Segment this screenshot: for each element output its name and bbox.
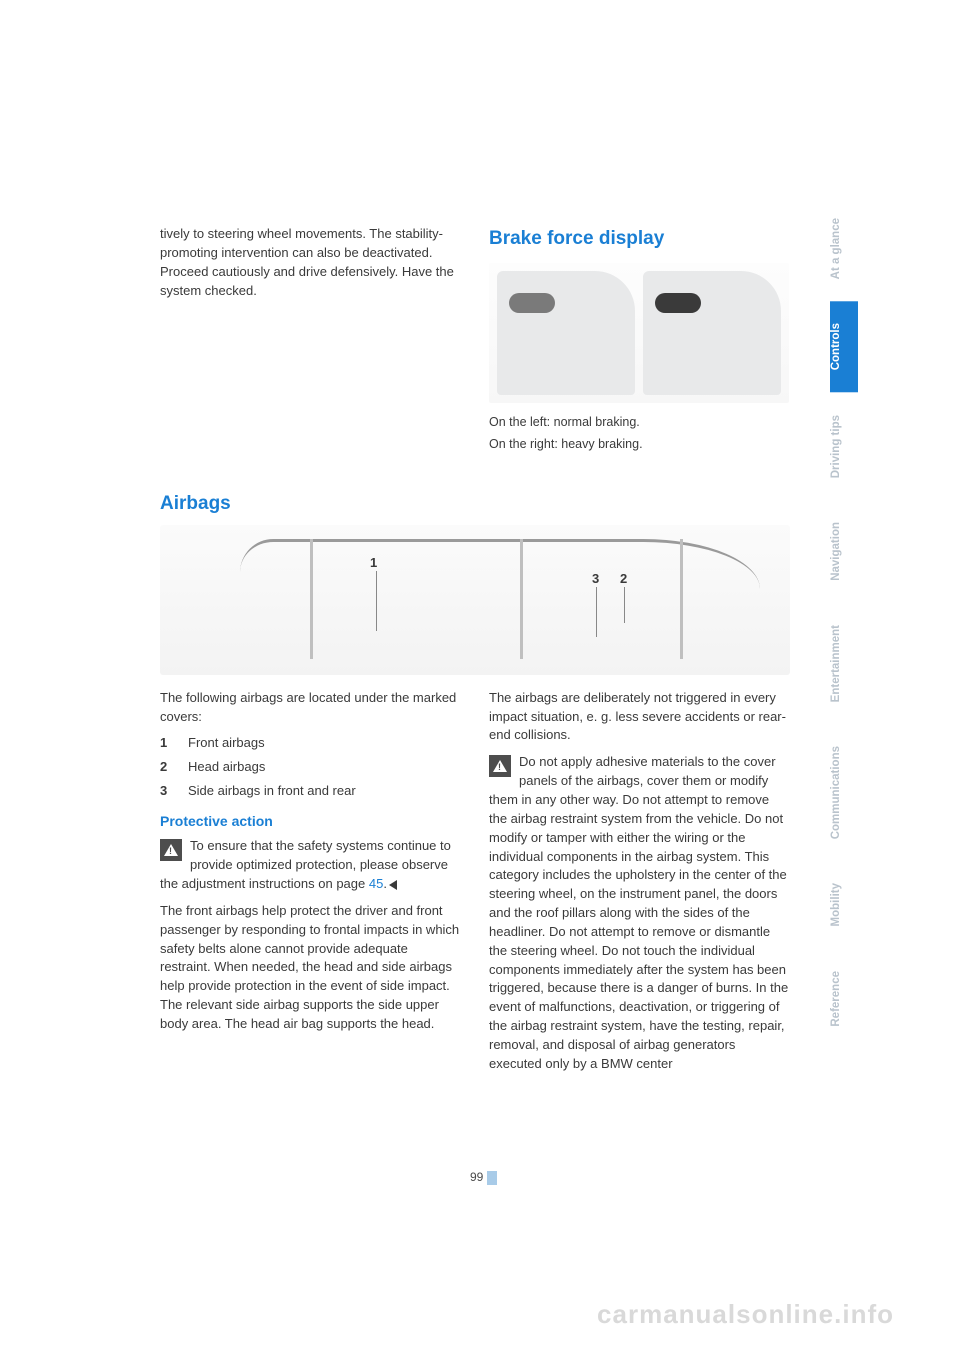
brake-caption-left: On the left: normal braking. — [489, 413, 790, 431]
list-item: 2 Head airbags — [160, 758, 461, 777]
taillight-heavy-icon — [655, 293, 701, 313]
list-num-1: 1 — [160, 734, 174, 753]
airbags-intro: The following airbags are located under … — [160, 689, 461, 727]
tab-reference[interactable]: Reference — [830, 949, 858, 1049]
end-mark-icon — [389, 880, 397, 890]
top-left-col: tively to steering wheel movements. The … — [160, 225, 461, 457]
list-label-2: Head airbags — [188, 758, 265, 777]
list-label-3: Side airbags in front and rear — [188, 782, 356, 801]
airbags-figure: 1 3 2 — [160, 525, 790, 675]
a-pillar — [310, 539, 313, 659]
annot-1-line — [376, 571, 377, 631]
airbags-left-col: The following airbags are located under … — [160, 689, 461, 1082]
top-columns: tively to steering wheel movements. The … — [160, 225, 790, 457]
annot-2: 2 — [620, 571, 627, 586]
tab-controls[interactable]: Controls — [830, 301, 858, 392]
b-pillar — [520, 539, 523, 659]
section-tabs: At a glance Controls Driving tips Naviga… — [830, 196, 858, 1048]
list-label-1: Front airbags — [188, 734, 265, 753]
tab-entertainment[interactable]: Entertainment — [830, 603, 858, 724]
car-normal-braking — [497, 271, 635, 395]
warning-icon — [489, 755, 511, 777]
airbags-columns: The following airbags are located under … — [160, 689, 790, 1082]
page-number: 99 — [470, 1170, 497, 1185]
page-number-value: 99 — [470, 1170, 483, 1184]
warn2-text: Do not apply adhesive materials to the c… — [489, 754, 788, 1071]
list-num-3: 3 — [160, 782, 174, 801]
annot-1: 1 — [370, 555, 377, 570]
taillight-normal-icon — [509, 293, 555, 313]
watermark: carmanualsonline.info — [597, 1299, 894, 1330]
airbags-heading: Airbags — [160, 493, 790, 515]
brake-force-figure — [489, 263, 789, 403]
car-heavy-braking — [643, 271, 781, 395]
tab-communications[interactable]: Communications — [830, 724, 858, 861]
brake-heading: Brake force display — [489, 225, 790, 253]
airbags-list: 1 Front airbags 2 Head airbags 3 Side airba… — [160, 734, 461, 801]
warn1-a: To ensure that the safety systems contin… — [160, 838, 451, 891]
page-link-45[interactable]: 45 — [369, 876, 383, 891]
not-triggered-para: The airbags are deliberately not trigger… — [489, 689, 790, 746]
tab-at-a-glance[interactable]: At a glance — [830, 196, 858, 301]
page-mark-icon — [487, 1171, 497, 1185]
tab-driving-tips[interactable]: Driving tips — [830, 393, 858, 500]
warning-2: Do not apply adhesive materials to the c… — [489, 753, 790, 1073]
annot-2-line — [624, 587, 625, 623]
annot-3-line — [596, 587, 597, 637]
warn1-b: . — [383, 876, 387, 891]
protective-heading: Protective action — [160, 811, 461, 831]
list-item: 3 Side airbags in front and rear — [160, 782, 461, 801]
airbags-section: Airbags 1 3 2 The following airbags are … — [160, 493, 790, 1082]
tab-mobility[interactable]: Mobility — [830, 861, 858, 948]
annot-3: 3 — [592, 571, 599, 586]
content-area: tively to steering wheel movements. The … — [160, 225, 790, 1082]
airbags-right-col: The airbags are deliberately not trigger… — [489, 689, 790, 1082]
front-airbag-para: The front airbags help protect the drive… — [160, 902, 461, 1034]
manual-page: { "colors": { "accent": "#1a7fd4", "body… — [0, 0, 960, 1358]
continuation-text: tively to steering wheel movements. The … — [160, 225, 461, 300]
tab-navigation[interactable]: Navigation — [830, 500, 858, 603]
list-num-2: 2 — [160, 758, 174, 777]
warning-1: To ensure that the safety systems contin… — [160, 837, 461, 894]
brake-caption-right: On the right: heavy braking. — [489, 435, 790, 453]
list-item: 1 Front airbags — [160, 734, 461, 753]
top-right-col: Brake force display On the left: normal … — [489, 225, 790, 457]
warning-icon — [160, 839, 182, 861]
c-pillar — [680, 539, 683, 659]
